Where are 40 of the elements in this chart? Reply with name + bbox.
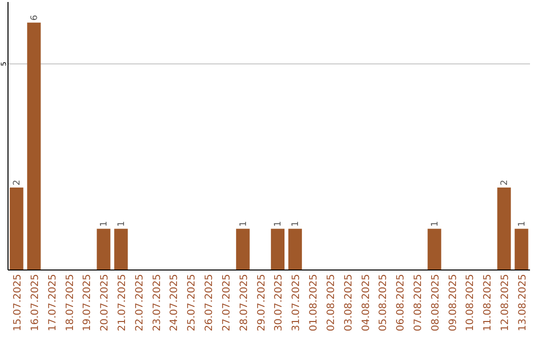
x-tick-label: 30.07.2025 (274, 274, 285, 332)
x-tick-label: 31.07.2025 (291, 274, 302, 332)
x-tick-label: 09.08.2025 (448, 274, 459, 332)
x-tick-label: 10.08.2025 (465, 274, 476, 332)
x-tick-label: 15.07.2025 (12, 274, 24, 332)
x-tick-label: 06.08.2025 (396, 274, 407, 332)
data-label: 1 (238, 221, 249, 227)
x-tick-label: 04.08.2025 (360, 274, 372, 332)
data-label: 1 (274, 221, 284, 227)
x-tick-label: 01.08.2025 (308, 274, 320, 332)
x-tick-label: 24.07.2025 (169, 274, 180, 332)
x-tick-label: 11.08.2025 (482, 274, 494, 332)
x-tick-label: 26.07.2025 (204, 274, 216, 332)
x-tick-label: 07.08.2025 (413, 274, 424, 332)
x-tick-label: 17.07.2025 (47, 274, 58, 332)
data-label: 1 (100, 221, 110, 227)
data-label: 2 (12, 180, 23, 186)
x-tick-label: 27.07.2025 (221, 274, 232, 332)
data-label: 1 (291, 221, 302, 227)
x-tick-label: 19.07.2025 (82, 274, 94, 332)
x-tick-label: 13.08.2025 (517, 274, 528, 332)
x-tick-label: 22.07.2025 (134, 274, 146, 332)
data-label: 6 (30, 14, 40, 21)
x-tick-label: 23.07.2025 (152, 274, 163, 332)
data-label: 1 (517, 221, 528, 227)
x-tick-label: 08.08.2025 (430, 274, 442, 332)
x-tick-label: 20.07.2025 (100, 274, 111, 332)
x-tick-label: 25.07.2025 (186, 274, 198, 332)
x-tick-label: 29.07.2025 (256, 274, 268, 332)
x-tick-label: 28.07.2025 (238, 274, 250, 332)
data-label: 1 (117, 221, 127, 227)
x-tick-label: 16.07.2025 (30, 274, 41, 332)
x-tick-label: 18.07.2025 (64, 274, 76, 332)
x-tick-label: 03.08.2025 (343, 274, 354, 332)
x-tick-label: 12.08.2025 (500, 274, 512, 332)
x-tick-label: 02.08.2025 (326, 274, 337, 332)
x-tick-label: 05.08.2025 (378, 274, 390, 332)
data-label: 1 (430, 221, 440, 227)
data-label: 2 (500, 180, 510, 186)
x-tick-label: 21.07.2025 (117, 274, 128, 332)
